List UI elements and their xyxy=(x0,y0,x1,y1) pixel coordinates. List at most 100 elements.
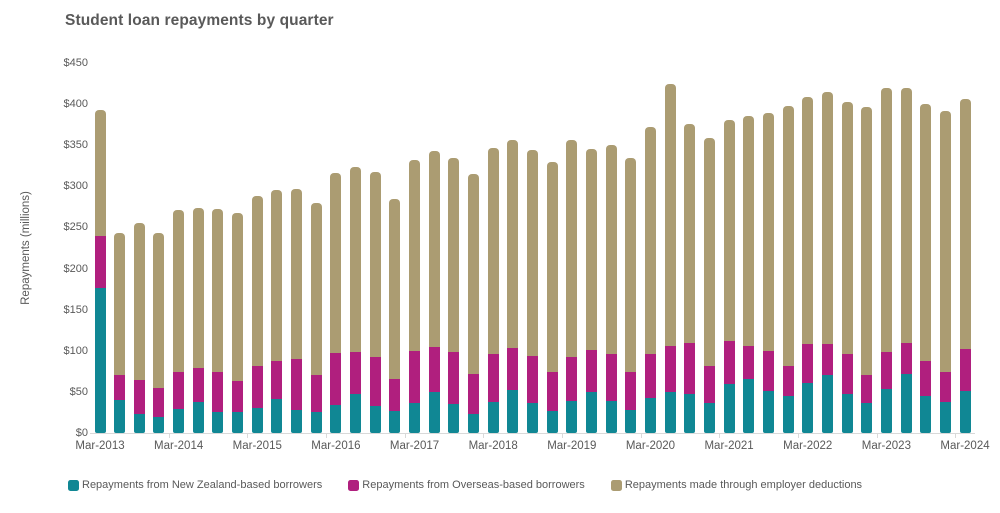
bar-segment xyxy=(428,346,440,392)
bar-segment xyxy=(173,210,185,373)
legend-swatch-icon xyxy=(348,479,360,491)
bar-segment xyxy=(212,209,224,373)
bar-segment xyxy=(133,379,145,415)
bar-Dec-2020 xyxy=(703,137,715,433)
bar-segment xyxy=(330,173,342,354)
bar-Sep-2021 xyxy=(762,113,774,433)
bar-segment xyxy=(468,174,480,374)
bar-Mar-2016 xyxy=(330,173,342,433)
bar-segment xyxy=(114,375,126,401)
bar-segment xyxy=(468,373,480,415)
bar-segment xyxy=(232,212,244,382)
bar-segment xyxy=(448,351,460,405)
y-tick-label: $100 xyxy=(63,344,88,357)
bar-Jun-2017 xyxy=(428,150,440,433)
bar-segment xyxy=(330,405,342,433)
bar-segment xyxy=(821,91,833,345)
bar-segment xyxy=(546,372,558,411)
x-axis-tick-mark xyxy=(168,433,170,438)
y-tick-label: $400 xyxy=(63,98,88,111)
bar-segment xyxy=(920,104,932,362)
bar-Dec-2019 xyxy=(625,157,637,433)
bar-segment xyxy=(762,350,774,392)
x-tick-label: Mar-2020 xyxy=(625,440,676,452)
bar-Jun-2019 xyxy=(585,148,597,433)
bar-Mar-2022 xyxy=(802,96,814,433)
bar-segment xyxy=(821,344,833,375)
bar-segment xyxy=(271,190,283,361)
bar-segment xyxy=(369,357,381,406)
x-axis-tick-mark xyxy=(797,433,799,438)
bar-Dec-2017 xyxy=(468,174,480,433)
bar-Sep-2019 xyxy=(605,145,617,433)
bar-Dec-2013 xyxy=(153,233,165,433)
bar-Sep-2020 xyxy=(684,123,696,433)
bar-Dec-2023 xyxy=(939,110,951,433)
bar-Sep-2023 xyxy=(920,104,932,433)
bar-segment xyxy=(684,394,696,433)
bar-segment xyxy=(271,360,283,400)
bar-Dec-2014 xyxy=(232,212,244,433)
bar-segment xyxy=(350,394,362,433)
bar-segment xyxy=(173,372,185,410)
bar-segment xyxy=(743,345,755,379)
y-tick-label: $250 xyxy=(63,221,88,234)
legend-label: Repayments made through employer deducti… xyxy=(624,479,863,491)
bar-Mar-2013 xyxy=(94,109,106,433)
bar-Mar-2014 xyxy=(173,210,185,433)
bar-segment xyxy=(703,137,715,366)
bar-segment xyxy=(507,347,519,391)
bar-Sep-2013 xyxy=(133,223,145,433)
bar-segment xyxy=(310,202,322,376)
bar-Dec-2018 xyxy=(546,161,558,433)
bar-segment xyxy=(723,383,735,433)
bar-segment xyxy=(900,87,912,344)
bar-Jun-2021 xyxy=(743,116,755,433)
x-tick-label: Mar-2019 xyxy=(547,440,597,452)
bar-segment xyxy=(527,355,538,403)
bar-segment xyxy=(114,233,126,376)
bar-Dec-2021 xyxy=(782,105,794,433)
y-axis-title: Repayments (millions) xyxy=(20,191,32,305)
bar-segment xyxy=(939,110,951,373)
bar-segment xyxy=(802,344,814,383)
bar-segment xyxy=(723,119,735,341)
y-tick-label: $0 xyxy=(75,427,88,439)
bar-segment xyxy=(468,414,480,433)
x-tick-label: Mar-2013 xyxy=(75,440,125,452)
bar-Sep-2016 xyxy=(369,171,381,433)
bar-segment xyxy=(192,368,204,402)
bar-segment xyxy=(389,410,401,433)
legend-item-nz-borrowers: Repayments from New Zealand-based borrow… xyxy=(68,479,322,491)
bar-segment xyxy=(684,123,696,343)
bar-segment xyxy=(664,345,676,392)
bar-segment xyxy=(802,382,814,433)
bar-Mar-2019 xyxy=(566,139,578,433)
bar-segment xyxy=(664,83,676,346)
bar-segment xyxy=(369,171,381,358)
bar-segment xyxy=(232,412,244,433)
bar-segment xyxy=(94,109,106,236)
bar-segment xyxy=(644,354,656,399)
bar-segment xyxy=(566,357,578,401)
bar-segment xyxy=(546,161,558,373)
x-tick-label: Mar-2018 xyxy=(468,440,518,452)
x-tick-label: Mar-2022 xyxy=(783,440,833,452)
bar-segment xyxy=(684,342,696,395)
x-tick-label: Mar-2017 xyxy=(389,440,440,452)
bar-segment xyxy=(625,409,637,433)
bar-segment xyxy=(703,365,715,403)
bar-segment xyxy=(133,414,145,433)
bar-segment xyxy=(861,375,873,403)
x-tick-label: Mar-2014 xyxy=(154,440,204,452)
bar-segment xyxy=(644,398,656,433)
bar-Mar-2023 xyxy=(880,87,892,433)
bar-segment xyxy=(212,411,224,433)
bar-Jun-2018 xyxy=(507,140,519,433)
bar-Sep-2018 xyxy=(527,150,538,433)
x-tick-label: Mar-2021 xyxy=(704,440,754,452)
bar-segment xyxy=(841,354,853,395)
bar-segment xyxy=(291,359,303,410)
y-tick-label: $450 xyxy=(63,57,88,69)
bar-Mar-2020 xyxy=(644,127,656,433)
